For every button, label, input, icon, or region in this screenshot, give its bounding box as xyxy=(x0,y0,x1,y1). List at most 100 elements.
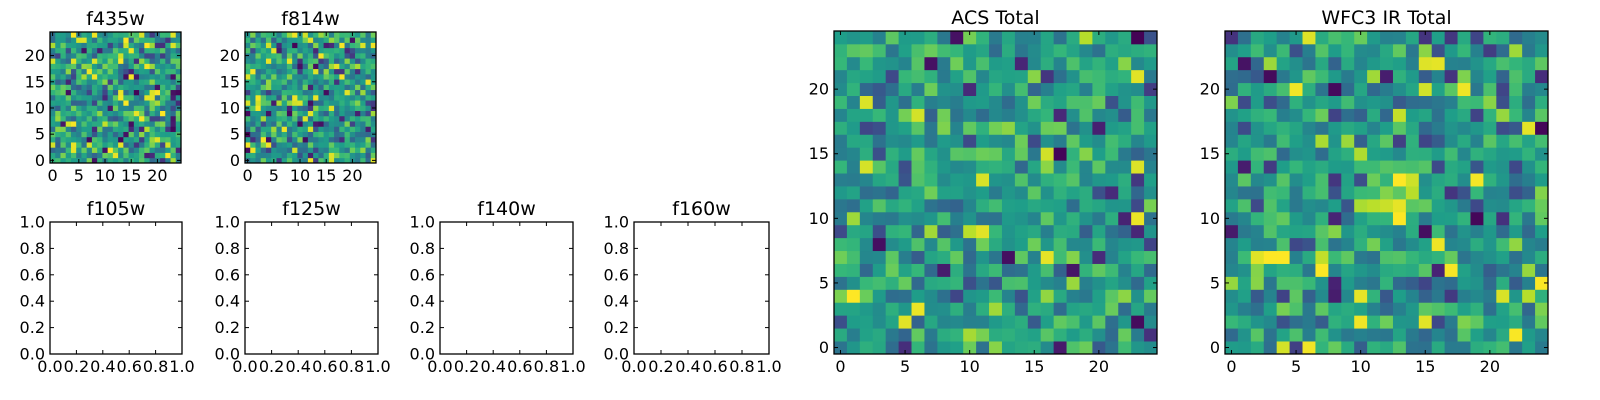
heatmap-cell xyxy=(81,115,88,122)
heatmap-cell xyxy=(307,37,314,43)
heatmap-cell xyxy=(175,110,182,117)
heatmap-cell xyxy=(1066,160,1080,174)
heatmap-cell xyxy=(292,121,298,127)
heatmap-cell xyxy=(937,198,951,213)
heatmap-cell xyxy=(154,47,161,54)
heatmap-cell xyxy=(112,121,119,127)
heatmap-cell xyxy=(1418,263,1433,277)
heatmap-cell xyxy=(1302,198,1316,213)
heatmap-cell xyxy=(1405,31,1420,45)
heatmap-cell xyxy=(1014,56,1029,71)
heatmap-cell xyxy=(112,126,119,132)
heatmap-cell xyxy=(328,121,335,127)
heatmap-cell xyxy=(1444,276,1458,290)
heatmap-cell xyxy=(365,121,372,127)
heatmap-cell xyxy=(81,89,88,96)
heatmap-cell xyxy=(91,37,98,43)
heatmap-cell xyxy=(339,37,345,43)
heatmap-cell xyxy=(911,108,925,122)
heatmap-cell xyxy=(1118,82,1132,96)
heatmap-cell xyxy=(86,142,93,148)
heatmap-cell xyxy=(1014,211,1029,226)
heatmap-cell xyxy=(963,315,977,329)
heatmap-cell xyxy=(1131,147,1145,161)
heatmap-cell xyxy=(245,84,251,91)
heatmap-cell xyxy=(313,32,319,38)
heatmap-cell xyxy=(1289,198,1303,213)
heatmap-cell xyxy=(139,84,145,91)
heatmap-cell xyxy=(1535,328,1549,342)
heatmap-cell xyxy=(1014,250,1029,264)
x-tick-label: 10 xyxy=(290,166,310,185)
heatmap-cell xyxy=(81,136,88,143)
heatmap-cell xyxy=(1522,328,1536,342)
heatmap-cell xyxy=(170,152,177,159)
heatmap-cell xyxy=(1457,95,1471,109)
heatmap-cell xyxy=(898,237,912,252)
heatmap-cell xyxy=(950,224,964,239)
heatmap-cell xyxy=(55,68,61,75)
heatmap-cell xyxy=(1302,315,1316,329)
heatmap-cell xyxy=(344,32,351,38)
heatmap-cell xyxy=(1276,160,1290,174)
heatmap-cell xyxy=(1027,186,1042,200)
heatmap-cell xyxy=(1092,95,1106,109)
heatmap-cell xyxy=(885,69,899,84)
heatmap-cell xyxy=(81,68,88,75)
heatmap-cell xyxy=(370,136,377,143)
heatmap-cell xyxy=(950,82,964,96)
heatmap-cell xyxy=(86,152,93,159)
heatmap-cell xyxy=(898,121,912,135)
heatmap-cell xyxy=(286,42,293,49)
heatmap-image xyxy=(50,32,182,164)
heatmap-cell xyxy=(355,58,361,64)
heatmap-cell xyxy=(328,52,335,59)
heatmap-cell xyxy=(1053,250,1067,264)
heatmap-cell xyxy=(123,121,129,127)
heatmap-cell xyxy=(1040,121,1055,135)
heatmap-cell xyxy=(1509,108,1523,122)
panel-title: ACS Total xyxy=(951,7,1039,29)
heatmap-cell xyxy=(1535,211,1549,226)
heatmap-cell xyxy=(1470,341,1484,355)
heatmap-cell xyxy=(165,37,171,43)
heatmap-cell xyxy=(160,126,166,132)
heatmap-cell xyxy=(175,63,182,70)
heatmap-cell xyxy=(133,47,140,54)
heatmap-cell xyxy=(97,105,103,111)
y-tick-label: 0.6 xyxy=(20,265,45,284)
heatmap-cell xyxy=(872,43,887,58)
heatmap-cell xyxy=(60,110,67,117)
heatmap-cell xyxy=(144,52,150,59)
heatmap-cell xyxy=(1092,289,1106,303)
heatmap-cell xyxy=(1014,108,1029,122)
heatmap-cell xyxy=(1341,147,1355,161)
heatmap-cell xyxy=(1053,95,1067,109)
heatmap-cell xyxy=(344,131,351,138)
heatmap-cell xyxy=(160,63,166,70)
heatmap-cell xyxy=(1431,31,1446,45)
heatmap-cell xyxy=(1144,250,1158,264)
x-tick-label: 10 xyxy=(959,357,979,376)
heatmap-cell xyxy=(1392,328,1407,342)
heatmap-cell xyxy=(1483,211,1497,226)
heatmap-cell xyxy=(175,100,182,106)
heatmap-cell xyxy=(1522,224,1536,239)
heatmap-cell xyxy=(97,100,103,106)
heatmap-cell xyxy=(307,157,314,164)
heatmap-cell xyxy=(834,289,848,303)
heatmap-cell xyxy=(118,105,124,111)
heatmap-cell xyxy=(313,89,319,96)
heatmap-cell xyxy=(1367,237,1381,252)
x-tick-label: 0 xyxy=(1226,357,1236,376)
heatmap-cell xyxy=(297,63,304,70)
heatmap-cell xyxy=(260,157,267,164)
heatmap-cell xyxy=(872,186,887,200)
heatmap-cell xyxy=(1131,43,1145,58)
heatmap-cell xyxy=(846,328,861,342)
heatmap-cell xyxy=(1522,263,1536,277)
heatmap-cell xyxy=(365,94,372,101)
heatmap-cell xyxy=(81,105,88,111)
heatmap-cell xyxy=(81,121,88,127)
heatmap-cell xyxy=(911,31,925,45)
